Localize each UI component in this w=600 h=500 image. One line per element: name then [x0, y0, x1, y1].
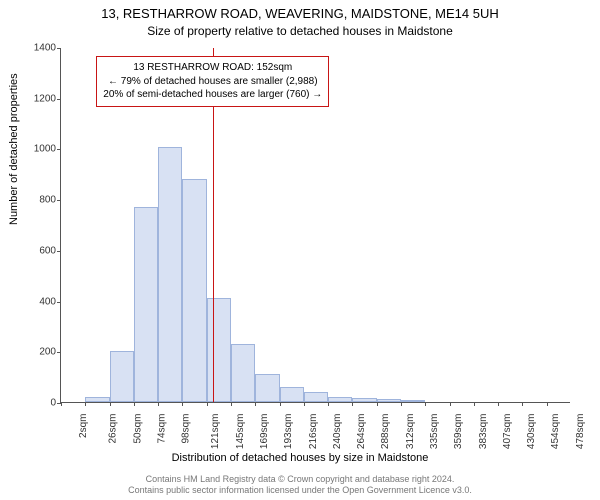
- x-tick-label: 240sqm: [332, 414, 343, 450]
- footer-line2: Contains public sector information licen…: [0, 485, 600, 496]
- x-tick-mark: [85, 402, 86, 406]
- histogram-bar: [255, 374, 279, 402]
- x-tick-label: 335sqm: [429, 414, 440, 450]
- x-tick-label: 216sqm: [308, 414, 319, 450]
- x-tick-label: 50sqm: [132, 414, 143, 444]
- x-tick-mark: [377, 402, 378, 406]
- y-tick-label: 0: [50, 398, 56, 409]
- y-tick-mark: [57, 251, 61, 252]
- y-tick-mark: [57, 200, 61, 201]
- x-tick-label: 193sqm: [283, 414, 294, 450]
- histogram-bar: [304, 392, 328, 402]
- histogram-bar: [328, 397, 352, 402]
- x-tick-mark: [158, 402, 159, 406]
- x-tick-label: 169sqm: [259, 414, 270, 450]
- y-tick-label: 600: [39, 245, 56, 256]
- x-tick-mark: [352, 402, 353, 406]
- x-tick-mark: [304, 402, 305, 406]
- footer-line1: Contains HM Land Registry data © Crown c…: [0, 474, 600, 485]
- histogram-bar: [280, 387, 304, 402]
- x-tick-label: 407sqm: [502, 414, 513, 450]
- x-axis-label: Distribution of detached houses by size …: [0, 452, 600, 464]
- y-tick-label: 800: [39, 195, 56, 206]
- x-tick-label: 26sqm: [108, 414, 119, 444]
- title-sub: Size of property relative to detached ho…: [0, 24, 600, 38]
- histogram-bar: [231, 344, 255, 402]
- x-tick-mark: [401, 402, 402, 406]
- x-tick-mark: [522, 402, 523, 406]
- x-tick-label: 312sqm: [405, 414, 416, 450]
- x-tick-label: 264sqm: [356, 414, 367, 450]
- x-tick-mark: [61, 402, 62, 406]
- histogram-bar: [182, 179, 206, 402]
- callout-line: 20% of semi-detached houses are larger (…: [103, 88, 322, 102]
- x-tick-mark: [474, 402, 475, 406]
- y-tick-mark: [57, 48, 61, 49]
- y-tick-mark: [57, 99, 61, 100]
- x-tick-mark: [450, 402, 451, 406]
- y-tick-mark: [57, 352, 61, 353]
- x-tick-mark: [255, 402, 256, 406]
- x-tick-mark: [134, 402, 135, 406]
- histogram-bar: [158, 147, 182, 402]
- y-tick-label: 1200: [34, 93, 56, 104]
- x-tick-label: 383sqm: [478, 414, 489, 450]
- x-tick-label: 145sqm: [235, 414, 246, 450]
- callout-line: ← 79% of detached houses are smaller (2,…: [103, 75, 322, 89]
- footer-attribution: Contains HM Land Registry data © Crown c…: [0, 474, 600, 496]
- x-tick-label: 430sqm: [526, 414, 537, 450]
- x-tick-mark: [328, 402, 329, 406]
- chart-area: 02004006008001000120014002sqm26sqm50sqm7…: [60, 48, 570, 403]
- x-tick-mark: [182, 402, 183, 406]
- x-tick-mark: [110, 402, 111, 406]
- y-tick-label: 400: [39, 296, 56, 307]
- x-tick-mark: [425, 402, 426, 406]
- x-tick-label: 74sqm: [156, 414, 167, 444]
- y-tick-mark: [57, 302, 61, 303]
- histogram-bar: [401, 400, 425, 402]
- x-tick-label: 2sqm: [78, 414, 89, 438]
- x-tick-label: 359sqm: [453, 414, 464, 450]
- y-tick-label: 1400: [34, 43, 56, 54]
- y-axis-label: Number of detached properties: [8, 73, 20, 225]
- chart-container: 13, RESTHARROW ROAD, WEAVERING, MAIDSTON…: [0, 0, 600, 500]
- histogram-bar: [110, 351, 134, 402]
- title-main: 13, RESTHARROW ROAD, WEAVERING, MAIDSTON…: [0, 6, 600, 21]
- x-tick-mark: [547, 402, 548, 406]
- histogram-bar: [377, 399, 401, 402]
- x-tick-label: 98sqm: [181, 414, 192, 444]
- y-tick-mark: [57, 149, 61, 150]
- histogram-bar: [352, 398, 376, 402]
- x-tick-label: 454sqm: [551, 414, 562, 450]
- x-tick-mark: [207, 402, 208, 406]
- histogram-bar: [207, 298, 231, 402]
- histogram-bar: [134, 207, 158, 402]
- x-tick-mark: [231, 402, 232, 406]
- x-tick-label: 121sqm: [211, 414, 222, 450]
- plot-area: 02004006008001000120014002sqm26sqm50sqm7…: [60, 48, 570, 403]
- marker-callout: 13 RESTHARROW ROAD: 152sqm← 79% of detac…: [96, 56, 329, 107]
- callout-line: 13 RESTHARROW ROAD: 152sqm: [103, 61, 322, 75]
- y-tick-label: 200: [39, 347, 56, 358]
- x-tick-mark: [498, 402, 499, 406]
- x-tick-label: 478sqm: [575, 414, 586, 450]
- x-tick-label: 288sqm: [381, 414, 392, 450]
- histogram-bar: [85, 397, 109, 402]
- y-tick-label: 1000: [34, 144, 56, 155]
- x-tick-mark: [280, 402, 281, 406]
